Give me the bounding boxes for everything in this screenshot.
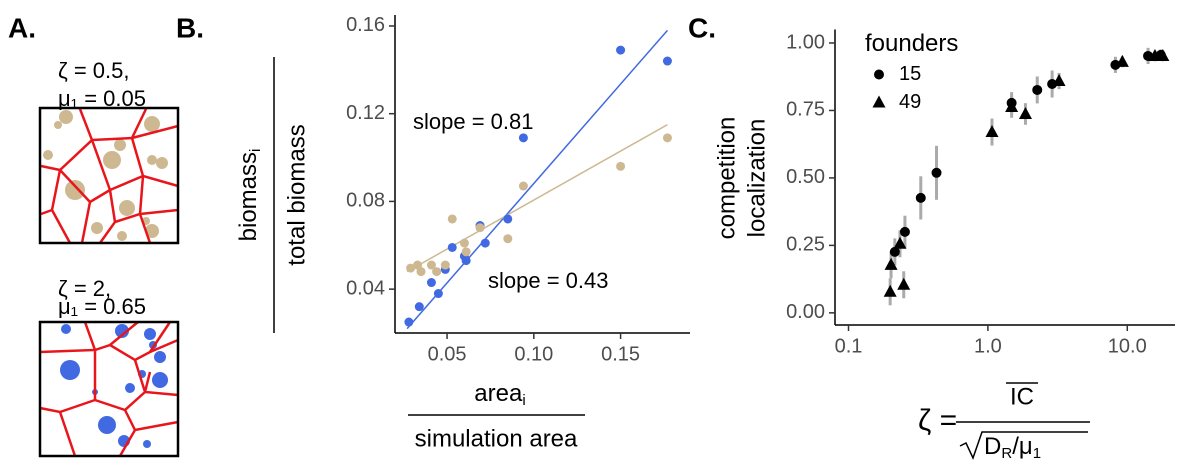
point xyxy=(616,45,626,55)
fit-line xyxy=(406,124,668,273)
point xyxy=(1110,59,1121,70)
zeta-label: ζ = 0.5, xyxy=(58,58,129,83)
y-tick-label: 0.75 xyxy=(786,99,825,121)
y-title-sub: i xyxy=(247,149,264,152)
annotation: slope = 0.43 xyxy=(488,268,608,293)
x-tick-label: 0.10 xyxy=(514,343,553,365)
legend-marker xyxy=(874,69,884,80)
panel-label: B. xyxy=(176,12,204,43)
x-tick-label: 10.0 xyxy=(1108,335,1147,357)
point xyxy=(404,317,414,327)
x-title-denominator: DR/μ1 xyxy=(984,433,1041,461)
point xyxy=(883,284,897,297)
legend-marker xyxy=(872,95,886,108)
point xyxy=(416,267,426,277)
mu-label: μ₁ = 0.05 xyxy=(58,86,146,111)
point xyxy=(1156,48,1170,61)
point xyxy=(503,234,513,244)
y-title-line: localization xyxy=(743,119,770,238)
sqrt-sign xyxy=(959,431,1088,460)
legend-title: founders xyxy=(865,30,958,57)
point xyxy=(459,238,469,248)
point xyxy=(461,247,471,257)
point xyxy=(461,256,471,266)
x-tick-label: 0.05 xyxy=(428,343,467,365)
point xyxy=(1115,54,1129,67)
x-tick-label: 0.15 xyxy=(601,343,640,365)
point xyxy=(899,226,910,237)
y-tick-label: 0.25 xyxy=(786,234,825,256)
point xyxy=(447,214,457,224)
x-tick-label: 1.0 xyxy=(974,335,1002,357)
point xyxy=(897,277,911,290)
point xyxy=(518,133,528,143)
point xyxy=(889,246,900,257)
point xyxy=(915,192,926,203)
x-title-lhs: ζ = xyxy=(918,404,957,437)
voronoi-bottom xyxy=(38,320,180,458)
panel-label: A. xyxy=(8,12,36,43)
y-tick-label: 0.04 xyxy=(346,277,385,299)
point xyxy=(662,56,672,66)
point xyxy=(440,260,450,270)
point xyxy=(503,214,513,224)
zeta-label: ζ = 2, xyxy=(58,276,111,301)
y-title-line: competition xyxy=(713,117,740,240)
x-title-text: area xyxy=(474,380,523,407)
x-tick-label: 0.1 xyxy=(835,335,863,357)
point xyxy=(662,133,672,143)
point xyxy=(432,267,442,277)
x-title-part: /μ xyxy=(1012,433,1033,460)
y-tick-label: 1.00 xyxy=(786,31,825,53)
annotation: slope = 0.81 xyxy=(413,109,533,134)
point xyxy=(893,236,907,249)
x-title-numerator: areai xyxy=(474,380,525,409)
x-title-sub: R xyxy=(1001,445,1012,461)
legend-label: 49 xyxy=(899,91,921,113)
point xyxy=(616,161,626,171)
point xyxy=(931,167,942,178)
y-tick-label: 0.50 xyxy=(786,166,825,188)
y-title-numerator: biomassi xyxy=(235,149,264,242)
point xyxy=(1047,79,1058,90)
mu-label: μ₁ = 0.65 xyxy=(58,294,146,319)
point xyxy=(1052,74,1066,87)
y-title-text: biomass xyxy=(235,152,262,241)
fit-line xyxy=(406,29,669,330)
y-axis-title: biomassi total biomass xyxy=(235,57,310,333)
panel-label: C. xyxy=(688,12,716,43)
point xyxy=(1018,106,1032,119)
y-tick-label: 0.12 xyxy=(346,102,385,124)
x-title-part: D xyxy=(984,433,1001,460)
y-tick-label: 0.08 xyxy=(346,190,385,212)
point xyxy=(1032,84,1043,95)
x-title-denominator: simulation area xyxy=(415,425,578,452)
point xyxy=(884,257,898,270)
point xyxy=(447,242,457,252)
y-axis-title: competition localization xyxy=(713,117,770,240)
legend-label: 15 xyxy=(899,63,921,85)
point xyxy=(406,263,416,273)
point xyxy=(1005,99,1019,112)
x-title-numerator: IC xyxy=(1010,383,1034,410)
point xyxy=(433,289,443,299)
y-tick-label: 0.00 xyxy=(786,301,825,323)
point xyxy=(414,302,424,312)
y-tick-label: 0.16 xyxy=(346,14,385,36)
x-title-sub: 1 xyxy=(1033,445,1041,461)
point xyxy=(480,238,490,248)
point xyxy=(518,181,528,191)
voronoi-top xyxy=(38,106,180,245)
point xyxy=(426,260,436,270)
y-title-denominator: total biomass xyxy=(283,124,310,265)
x-title-sub: i xyxy=(522,392,525,409)
point xyxy=(475,223,485,233)
point xyxy=(426,278,436,288)
point xyxy=(985,125,999,138)
